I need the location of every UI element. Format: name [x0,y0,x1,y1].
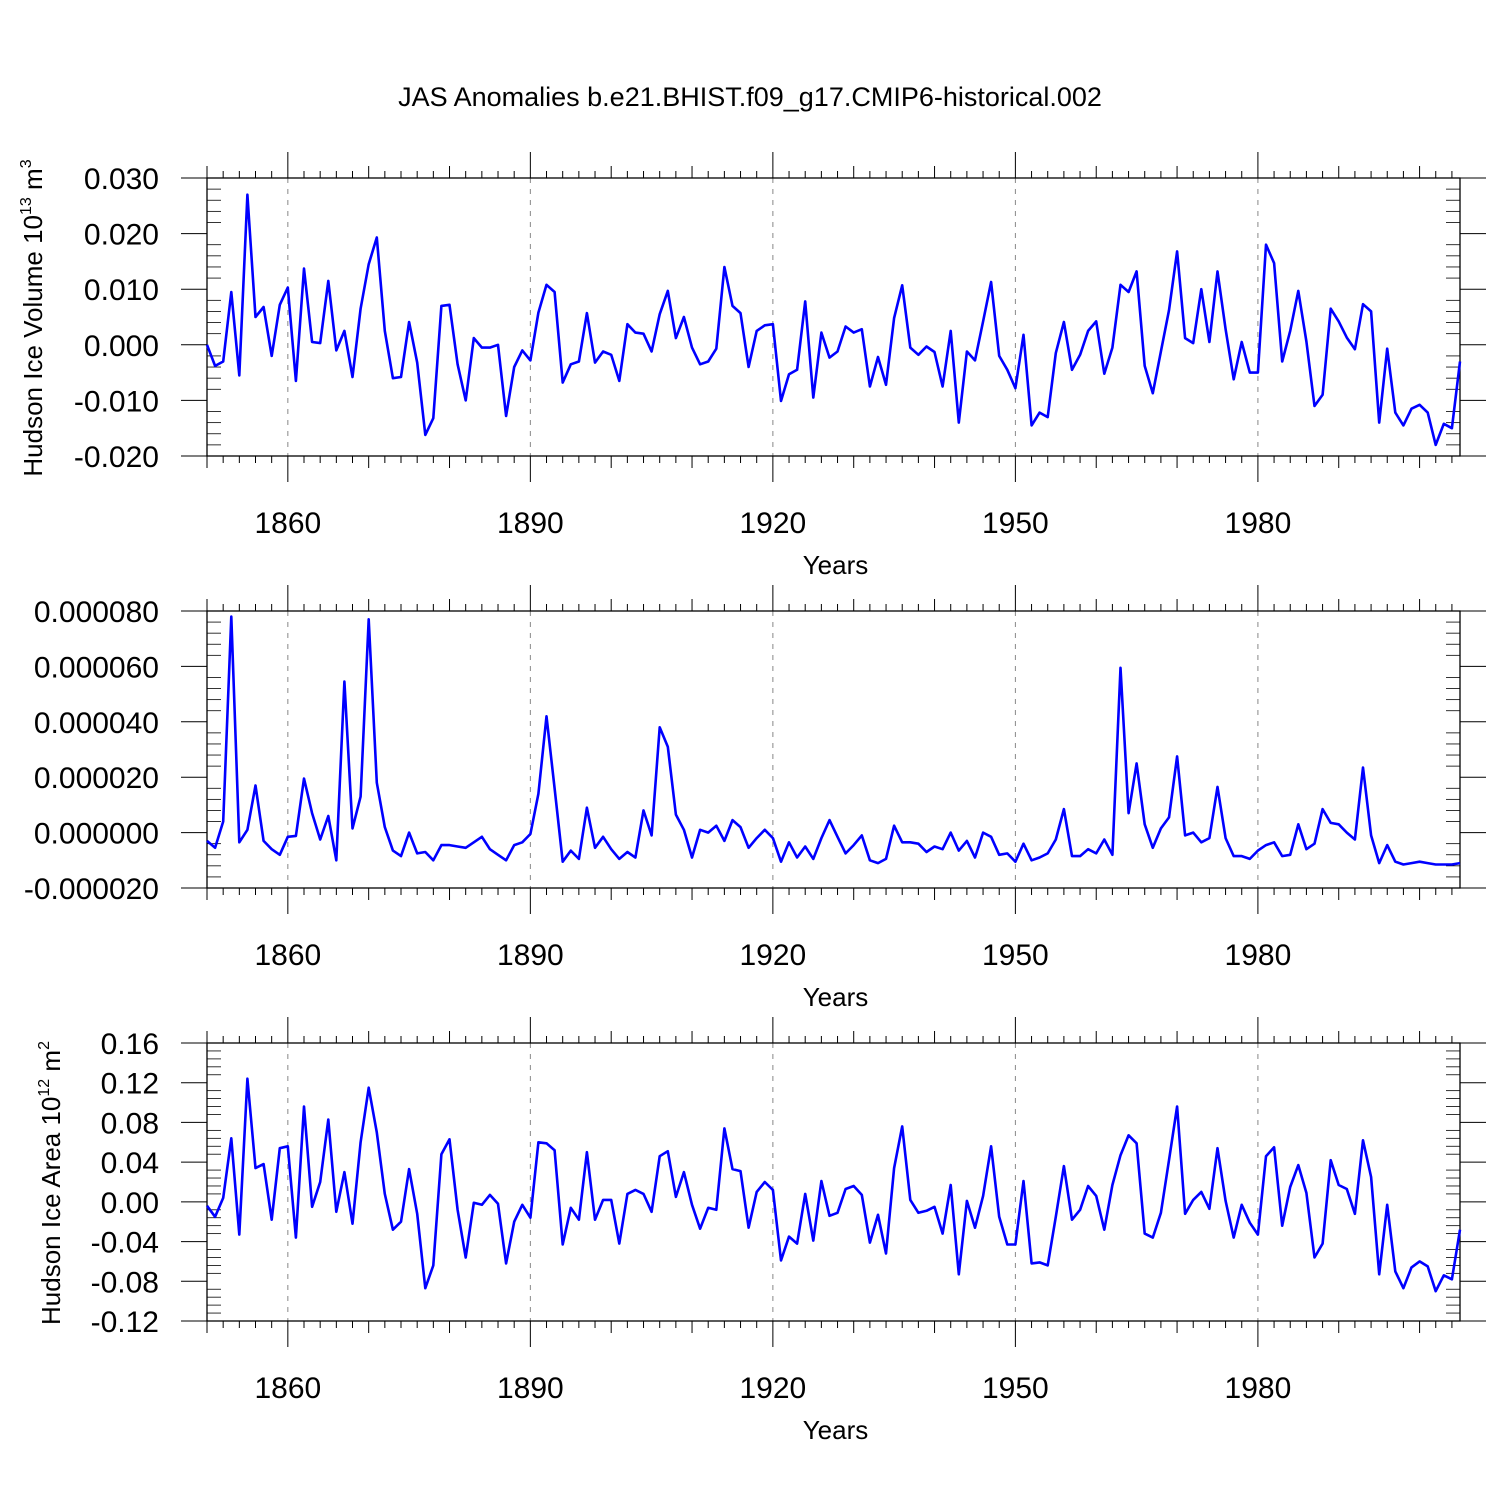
y-tick-label: 0.010 [84,274,159,307]
x-axis-label: Years [803,550,869,580]
y-axis-label: Hudson Ice Volume 1013 m3 [18,159,48,476]
x-tick-label-1980: 1980 [1225,1372,1292,1405]
unlabeled-middle-panel: 1860 1890 1920 1950 1980 Years -0.000020 0.0000… [24,585,1486,1012]
y-tick-label: 0.08 [101,1107,159,1140]
plot-frame [206,610,1461,889]
y-tick-label: 0.000080 [34,596,159,629]
x-tick-label-1860: 1860 [254,939,321,972]
x-tick-label-1950: 1950 [982,939,1049,972]
y-tick-label: 0.000000 [34,818,159,851]
y-tick-label: 0.16 [101,1028,159,1061]
y-tick-label: 0.04 [101,1147,159,1180]
y-tick-label: -0.08 [91,1266,159,1299]
figure-title: JAS Anomalies b.e21.BHIST.f09_g17.CMIP6-… [398,82,1102,112]
x-tick-label-1890: 1890 [497,939,564,972]
y-axis-label: Hudson Ice Area 1012 m2 [36,1041,66,1325]
x-tick-label-1980: 1980 [1225,507,1292,540]
area-panel: 1860 1890 1920 1950 1980 Years -0.12 -0.08 -0.04… [36,1017,1486,1445]
y-tick-label: 0.020 [84,219,159,252]
x-tick-label-1950: 1950 [982,507,1049,540]
x-axis-label: Years [803,982,869,1012]
y-tick-label: -0.000020 [24,873,159,906]
y-tick-label: 0.12 [101,1068,159,1101]
y-tick-label: -0.12 [91,1306,159,1339]
x-tick-label-1920: 1920 [739,939,806,972]
plot-frame [206,177,1461,457]
y-tick-label: 0.000020 [34,762,159,795]
x-tick-label-1860: 1860 [254,507,321,540]
y-tick-label: -0.010 [74,385,159,418]
y-tick-label: -0.04 [91,1227,159,1260]
plot-frame [206,1042,1461,1322]
x-tick-label-1860: 1860 [254,1372,321,1405]
volume-panel: 1860 1890 1920 1950 1980 Years -0.020 -0.010 0.0… [18,152,1486,580]
y-tick-label: 0.00 [101,1187,159,1220]
x-tick-label-1890: 1890 [497,507,564,540]
y-tick-label: -0.020 [74,441,159,474]
x-tick-label-1950: 1950 [982,1372,1049,1405]
y-tick-label: 0.000040 [34,707,159,740]
x-tick-label-1980: 1980 [1225,939,1292,972]
x-axis-label: Years [803,1415,869,1445]
y-tick-label: 0.000 [84,330,159,363]
x-tick-label-1920: 1920 [739,507,806,540]
series-line [206,615,1461,866]
y-tick-label: 0.030 [84,163,159,196]
x-tick-label-1920: 1920 [739,1372,806,1405]
y-tick-label: 0.000060 [34,651,159,684]
series-line [205,193,1462,447]
series-line [205,1077,1462,1293]
x-tick-label-1890: 1890 [497,1372,564,1405]
